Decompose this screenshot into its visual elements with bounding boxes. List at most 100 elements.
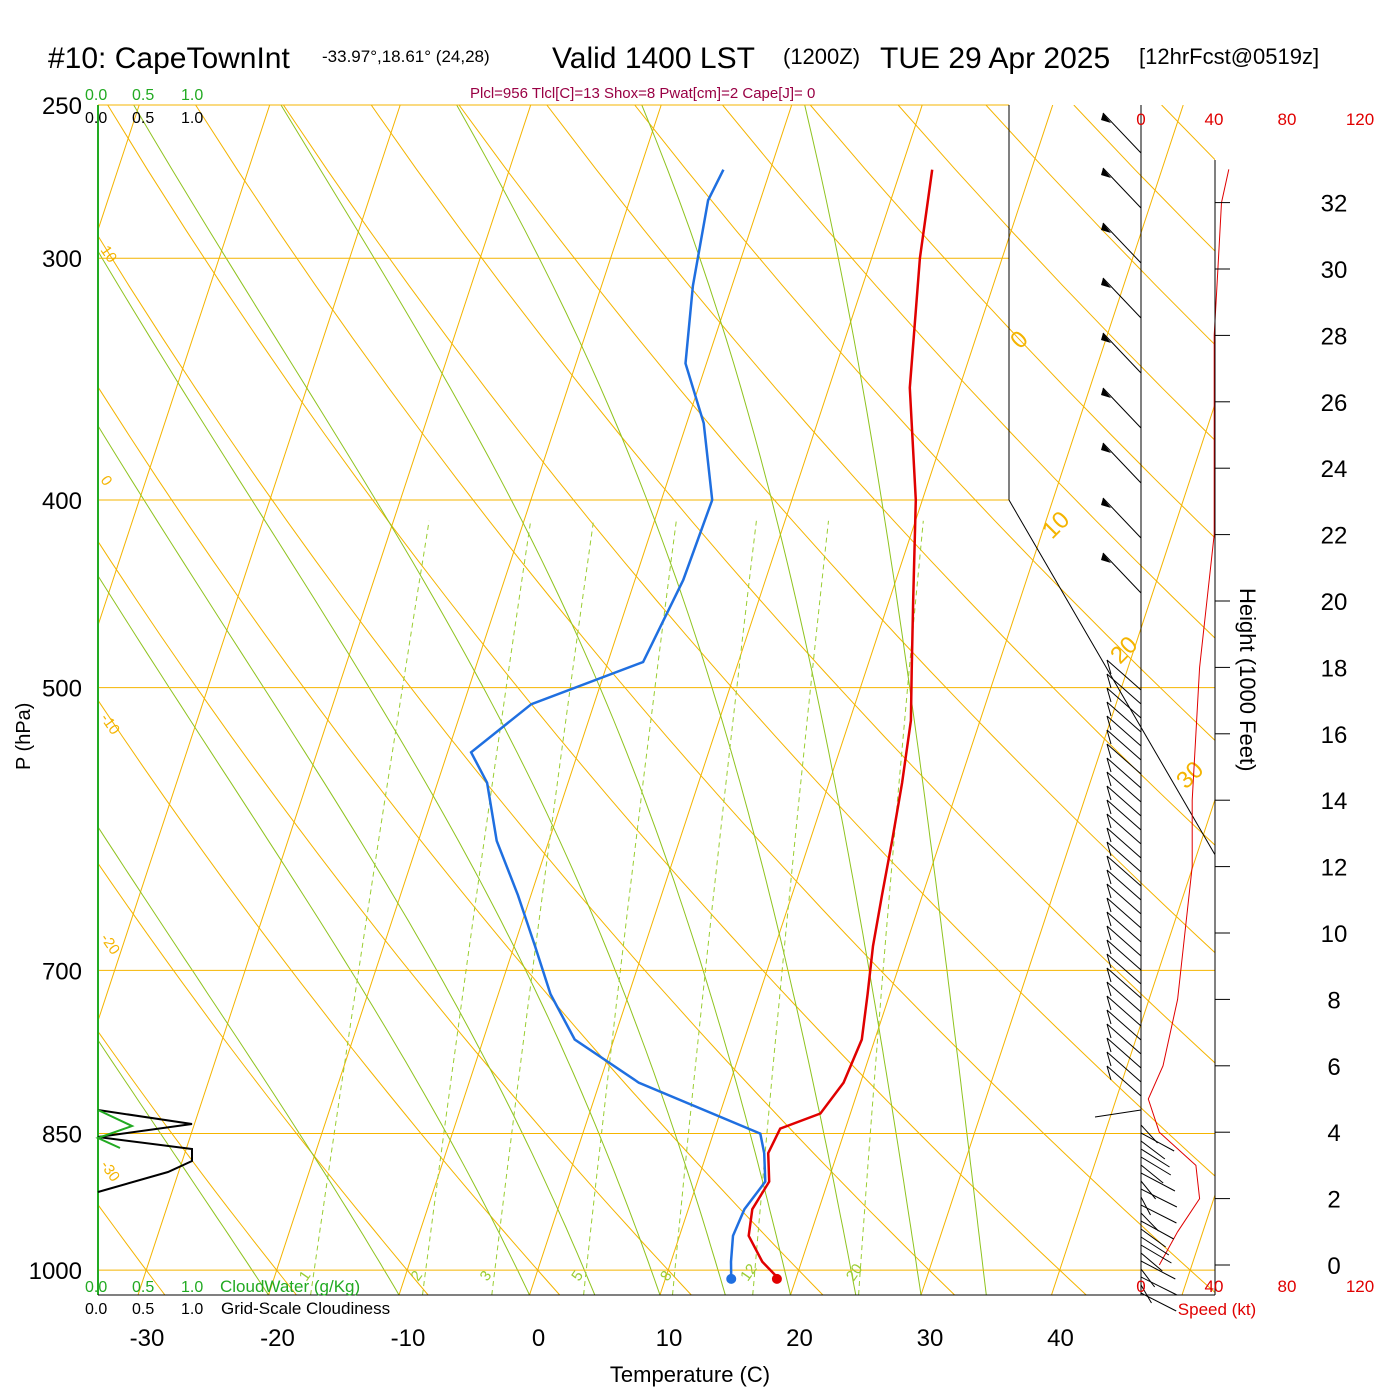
mixing-ratio-label: 12 xyxy=(737,1261,760,1284)
wind-barb-feather xyxy=(1106,995,1112,1011)
wind-barb xyxy=(1106,757,1142,789)
wind-barb-flag xyxy=(1101,333,1111,343)
isobar-layer xyxy=(98,104,1215,1271)
height-tick-label: 12 xyxy=(1321,855,1348,882)
wind-barb xyxy=(1140,1220,1174,1240)
wind-barb-feather xyxy=(1106,701,1112,717)
wind-barb xyxy=(1102,167,1142,209)
pressure-tick-label: 700 xyxy=(42,958,82,985)
wind-barb-feather xyxy=(1106,981,1112,997)
wind-barb xyxy=(1106,701,1142,733)
isotherm-line xyxy=(398,105,793,1295)
wind-barb-feather xyxy=(1106,1023,1112,1039)
dry-adiabat xyxy=(98,1030,297,1295)
diagonal-border xyxy=(1008,499,1216,855)
wind-barb xyxy=(1106,1037,1142,1069)
wind-barb xyxy=(1106,855,1142,887)
mixing-ratio-line xyxy=(752,520,829,1295)
wind-barb xyxy=(1140,1244,1172,1264)
x-axis-title: Temperature (C) xyxy=(610,1362,770,1387)
cloudiness-tick: 0.0 xyxy=(85,110,107,127)
wind-barb-feather xyxy=(1106,771,1112,787)
moist-adiabat xyxy=(98,574,530,1295)
wind-barb xyxy=(1102,112,1142,154)
cloudiness-tick: 1.0 xyxy=(181,110,203,127)
wind-barb-feather xyxy=(1106,1037,1112,1053)
height-tick-label: 30 xyxy=(1321,257,1348,284)
valid-zulu: (1200Z) xyxy=(783,44,860,69)
isotherm-line xyxy=(98,105,401,1023)
moist-adiabat xyxy=(641,105,922,1295)
wind-barb-feather xyxy=(1106,729,1112,745)
wind-barb xyxy=(1140,1284,1152,1304)
pressure-tick-label: 300 xyxy=(42,246,82,273)
mixing-ratio-label: 20 xyxy=(843,1261,866,1284)
y-axis-title: P (hPa) xyxy=(13,703,35,770)
wind-barb-flag xyxy=(1101,498,1111,508)
wind-barb xyxy=(1102,387,1142,429)
height-tick-label: 16 xyxy=(1321,722,1348,749)
wind-barb-flag xyxy=(1101,443,1111,453)
wind-barb xyxy=(1106,939,1142,971)
isotherm-line xyxy=(0,105,9,1295)
wind-barb xyxy=(1140,1156,1172,1176)
station-title: #10: CapeTownInt xyxy=(48,42,290,75)
dry-adiabat xyxy=(546,105,1215,846)
cloud-water-tick: 0.5 xyxy=(132,1279,154,1296)
wind-barb-feather xyxy=(1106,841,1112,857)
temperature-tick-label: -20 xyxy=(260,1325,295,1352)
wind-barb xyxy=(1106,687,1142,719)
wind-barb xyxy=(1140,1140,1166,1160)
wind-barb xyxy=(1140,1228,1166,1248)
dry-adiabat xyxy=(98,540,692,1295)
wind-barb xyxy=(1106,981,1142,1013)
cloudiness-tick: 0.5 xyxy=(132,1301,154,1318)
dry-adiabat xyxy=(98,699,561,1295)
wind-barb xyxy=(1140,1148,1170,1168)
moist-adiabat-label: -20 xyxy=(97,931,123,959)
mixing-ratio-line xyxy=(583,520,677,1295)
temperature-line xyxy=(747,169,934,1278)
wind-barb xyxy=(1106,911,1142,943)
temperature-tick-label: -10 xyxy=(391,1325,426,1352)
wind-barb xyxy=(1140,1164,1164,1184)
wind-panel xyxy=(1094,112,1230,1312)
dry-adiabat xyxy=(195,105,1215,1294)
height-tick-label: 22 xyxy=(1321,523,1348,550)
plot-frame xyxy=(97,105,1216,1296)
forecast-info: [12hrFcst@0519z] xyxy=(1139,44,1319,69)
wind-barb-feather xyxy=(1106,1051,1112,1067)
stability-indices: Plcl=956 Tlcl[C]=13 Shox=8 Pwat[cm]=2 Ca… xyxy=(470,85,815,102)
wind-barb xyxy=(1140,1260,1176,1280)
speed-tick-label: 120 xyxy=(1346,1277,1374,1296)
wind-barb xyxy=(1140,1204,1177,1224)
wind-barb xyxy=(1102,442,1142,484)
height-tick-label: 24 xyxy=(1321,456,1348,483)
speed-tick-label: 80 xyxy=(1278,1277,1297,1296)
temperature-tick-label: 10 xyxy=(656,1325,683,1352)
wind-barb xyxy=(1140,1292,1177,1312)
wind-barb xyxy=(1106,729,1142,761)
wind-barb-feather xyxy=(1106,687,1112,703)
wind-barb-feather xyxy=(1106,883,1112,899)
moist-adiabat xyxy=(133,105,726,1295)
mixing-ratio-line xyxy=(422,520,532,1295)
wind-barb-feather xyxy=(1106,855,1112,871)
wind-barb xyxy=(1106,659,1142,691)
wind-barb xyxy=(1094,1109,1142,1118)
height-tick-label: 20 xyxy=(1321,589,1348,616)
isotherm-line xyxy=(1051,797,1215,1295)
surface-temperature-point xyxy=(771,1273,782,1284)
wind-barb xyxy=(1106,743,1142,775)
speed-tick-label: 120 xyxy=(1346,110,1374,129)
cloud-water-tick: 1.0 xyxy=(181,87,203,104)
cloudiness-tick: 1.0 xyxy=(181,1301,203,1318)
wind-barb xyxy=(1106,897,1142,929)
wind-barb xyxy=(1140,1276,1178,1296)
wind-barb xyxy=(1102,497,1142,539)
wind-barb-feather xyxy=(1106,897,1112,913)
height-tick-label: 2 xyxy=(1327,1187,1340,1214)
isotherm-line xyxy=(659,105,1054,1295)
